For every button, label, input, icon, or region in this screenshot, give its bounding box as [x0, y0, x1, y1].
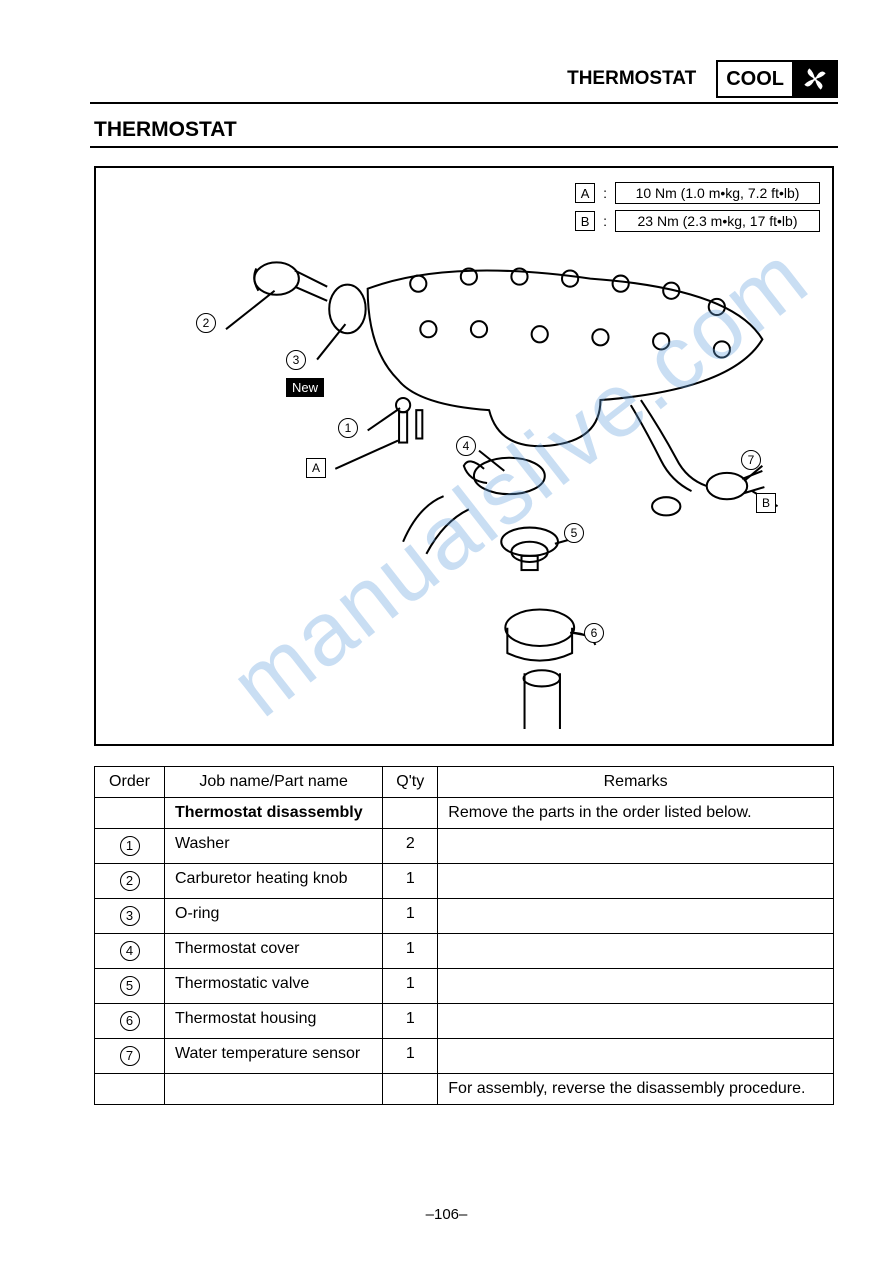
- table-row: 2 Carburetor heating knob 1: [95, 864, 834, 899]
- divider: [90, 146, 838, 148]
- table-row: 1 Washer 2: [95, 829, 834, 864]
- order-num: 2: [120, 871, 140, 891]
- callout-2: 2: [196, 313, 216, 333]
- job-title: Thermostat disassembly: [165, 798, 383, 829]
- new-tag: New: [286, 378, 324, 397]
- callout-sq-a: A: [306, 458, 326, 478]
- callout-sq-b: B: [756, 493, 776, 513]
- job-name: O-ring: [165, 899, 383, 934]
- table-row: 6 Thermostat housing 1: [95, 1004, 834, 1039]
- callout-3: 3: [286, 350, 306, 370]
- qty: 1: [383, 899, 438, 934]
- colon: :: [603, 185, 607, 201]
- table-header-row: Order Job name/Part name Q'ty Remarks: [95, 767, 834, 798]
- callout-4: 4: [456, 436, 476, 456]
- torque-spec-a: A : 10 Nm (1.0 m•kg, 7.2 ft•lb): [575, 182, 820, 204]
- callout-5: 5: [564, 523, 584, 543]
- qty: 1: [383, 1004, 438, 1039]
- header-breadcrumb: THERMOSTAT: [567, 68, 696, 90]
- th-job: Job name/Part name: [165, 767, 383, 798]
- order-num: 1: [120, 836, 140, 856]
- qty: 1: [383, 969, 438, 1004]
- order-num: 5: [120, 976, 140, 996]
- table-row: For assembly, reverse the disassembly pr…: [95, 1074, 834, 1105]
- qty: 1: [383, 1039, 438, 1074]
- order-num: 6: [120, 1011, 140, 1031]
- th-order: Order: [95, 767, 165, 798]
- th-qty: Q'ty: [383, 767, 438, 798]
- cool-badge: COOL: [716, 60, 838, 98]
- parts-table: Order Job name/Part name Q'ty Remarks Th…: [94, 766, 834, 1105]
- diagram-art: 2 3 1 A New 4 5 6 7 B: [156, 228, 802, 734]
- torque-a-label: A: [575, 183, 595, 203]
- cool-label: COOL: [718, 62, 794, 96]
- table-row: 7 Water temperature sensor 1: [95, 1039, 834, 1074]
- qty: 1: [383, 934, 438, 969]
- exploded-diagram: A : 10 Nm (1.0 m•kg, 7.2 ft•lb) B : 2 3 N…: [94, 166, 834, 746]
- qty: 2: [383, 829, 438, 864]
- callout-1: 1: [338, 418, 358, 438]
- job-name: Washer: [165, 829, 383, 864]
- table-row: 3 O-ring 1: [95, 899, 834, 934]
- order-num: 4: [120, 941, 140, 961]
- table-row: 4 Thermostat cover 1: [95, 934, 834, 969]
- order-num: 7: [120, 1046, 140, 1066]
- th-remarks: Remarks: [438, 767, 834, 798]
- job-name: Thermostat housing: [165, 1004, 383, 1039]
- table-row: 5 Thermostatic valve 1: [95, 969, 834, 1004]
- order-num: 3: [120, 906, 140, 926]
- job-name: Thermostat cover: [165, 934, 383, 969]
- callout-6: 6: [584, 623, 604, 643]
- table-row: Thermostat disassembly Remove the parts …: [95, 798, 834, 829]
- qty: 1: [383, 864, 438, 899]
- page-header: THERMOSTAT COOL: [90, 60, 838, 98]
- job-name: Water temperature sensor: [165, 1039, 383, 1074]
- page-number: –106–: [0, 1206, 893, 1223]
- fan-icon: [794, 62, 836, 96]
- callout-7: 7: [741, 450, 761, 470]
- remarks-top: Remove the parts in the order listed bel…: [438, 798, 834, 829]
- job-name: Thermostatic valve: [165, 969, 383, 1004]
- remarks-bottom: For assembly, reverse the disassembly pr…: [438, 1074, 834, 1105]
- torque-a-value: 10 Nm (1.0 m•kg, 7.2 ft•lb): [615, 182, 820, 204]
- divider: [90, 102, 838, 104]
- section-title: THERMOSTAT: [94, 118, 838, 142]
- colon: :: [603, 213, 607, 229]
- job-name: Carburetor heating knob: [165, 864, 383, 899]
